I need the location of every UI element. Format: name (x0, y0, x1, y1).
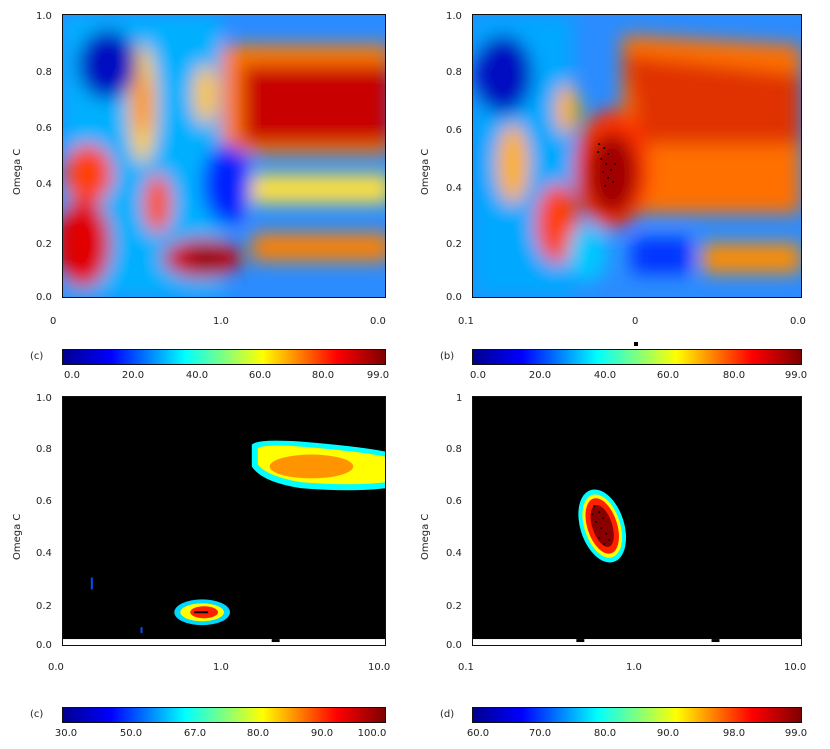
y-tick: 0.8 (36, 444, 52, 455)
colorbar-tick: 90.0 (310, 728, 334, 739)
heatmap-bottom-left (63, 397, 385, 645)
colorbar-tick: 100.0 (357, 728, 387, 739)
colorbar-label: (c) (30, 709, 44, 720)
x-tick: 0.1 (458, 316, 474, 327)
y-tick: 0.4 (446, 183, 462, 194)
y-tick: 0.8 (446, 67, 462, 78)
y-tick: 0.2 (446, 601, 462, 612)
contour-region (578, 489, 627, 563)
y-tick: 0.4 (36, 548, 52, 559)
colorbar-tick: 60.0 (466, 728, 490, 739)
speck (140, 627, 143, 634)
x-tick: 0 (632, 316, 639, 327)
colorbar-tick: 20.0 (121, 370, 145, 381)
x-tick: 10.0 (368, 662, 391, 673)
colorbar (472, 349, 802, 365)
colorbar (62, 707, 386, 723)
y-axis-label: Omega C (12, 513, 23, 560)
heatmap-top-left (63, 15, 385, 297)
x-tick: 10.0 (784, 662, 807, 673)
y-tick: 0.8 (446, 444, 462, 455)
colorbar-tick: 0.0 (470, 370, 486, 381)
y-tick: 1.0 (36, 11, 52, 22)
stippled-region (597, 143, 617, 187)
y-tick: 0.4 (36, 179, 52, 190)
colorbar-tick: 70.0 (528, 728, 552, 739)
colorbar-tick: 90.0 (656, 728, 680, 739)
contour-region-upper (251, 440, 385, 491)
y-tick: 0.0 (446, 640, 462, 651)
colorbar-tick: 80.0 (722, 370, 746, 381)
heatmap-bottom-right (473, 397, 801, 645)
y-axis-label: Omega C (420, 148, 431, 195)
heatmap-plot-area (472, 396, 802, 646)
heatmap-plot-area (472, 14, 802, 298)
colorbar-tick: 30.0 (54, 728, 78, 739)
x-tick: 0.1 (458, 662, 474, 673)
colorbar-label: (c) (30, 351, 44, 362)
heatmap-top-right (473, 15, 801, 297)
colorbar-tick: 40.0 (593, 370, 617, 381)
colorbar (472, 707, 802, 723)
colorbar-tick: 80.0 (246, 728, 270, 739)
heatmap-plot-area (62, 14, 386, 298)
y-tick: 1 (456, 393, 463, 404)
y-tick: 0.0 (36, 640, 52, 651)
x-tick: 0 (50, 316, 57, 327)
colorbar-tick: 50.0 (119, 728, 143, 739)
y-axis-label: Omega C (420, 513, 431, 560)
y-tick: 0.0 (446, 292, 462, 303)
x-tick: 0.0 (370, 316, 386, 327)
colorbar-tick: 60.0 (656, 370, 680, 381)
y-tick: 0.2 (446, 239, 462, 250)
y-tick: 0.6 (36, 496, 52, 507)
y-tick: 0.8 (36, 67, 52, 78)
y-axis-label: Omega C (12, 148, 23, 195)
colorbar-tick: 20.0 (528, 370, 552, 381)
y-tick: 0.0 (36, 292, 52, 303)
colorbar-tick: 60.0 (248, 370, 272, 381)
heatmap-plot-area (62, 396, 386, 646)
y-tick: 0.6 (446, 496, 462, 507)
colorbar-tick: 99.0 (784, 728, 808, 739)
colorbar-tick: 98.0 (722, 728, 746, 739)
colorbar-tick: 0.0 (64, 370, 80, 381)
colorbar-tick: 99.0 (366, 370, 390, 381)
x-tick: 1.0 (213, 316, 229, 327)
marker-square-icon (634, 342, 638, 346)
contour-region-lower (174, 599, 230, 626)
colorbar (62, 349, 386, 365)
colorbar-label: (d) (440, 709, 455, 720)
stippled-region (591, 505, 611, 545)
colorbar-tick: 99.0 (784, 370, 808, 381)
x-tick: 1.0 (626, 662, 642, 673)
colorbar-label: (b) (440, 351, 455, 362)
y-tick: 1.0 (446, 11, 462, 22)
x-tick: 1.0 (213, 662, 229, 673)
colorbar-tick: 80.0 (593, 728, 617, 739)
y-tick: 0.2 (36, 239, 52, 250)
y-tick: 1.0 (36, 393, 52, 404)
y-tick: 0.4 (446, 548, 462, 559)
x-tick: 0.0 (48, 662, 64, 673)
speck (90, 577, 93, 590)
x-tick: 0.0 (790, 316, 806, 327)
y-tick: 0.6 (446, 125, 462, 136)
y-tick: 0.2 (36, 601, 52, 612)
colorbar-tick: 67.0 (183, 728, 207, 739)
colorbar-tick: 40.0 (185, 370, 209, 381)
y-tick: 0.6 (36, 123, 52, 134)
colorbar-tick: 80.0 (311, 370, 335, 381)
